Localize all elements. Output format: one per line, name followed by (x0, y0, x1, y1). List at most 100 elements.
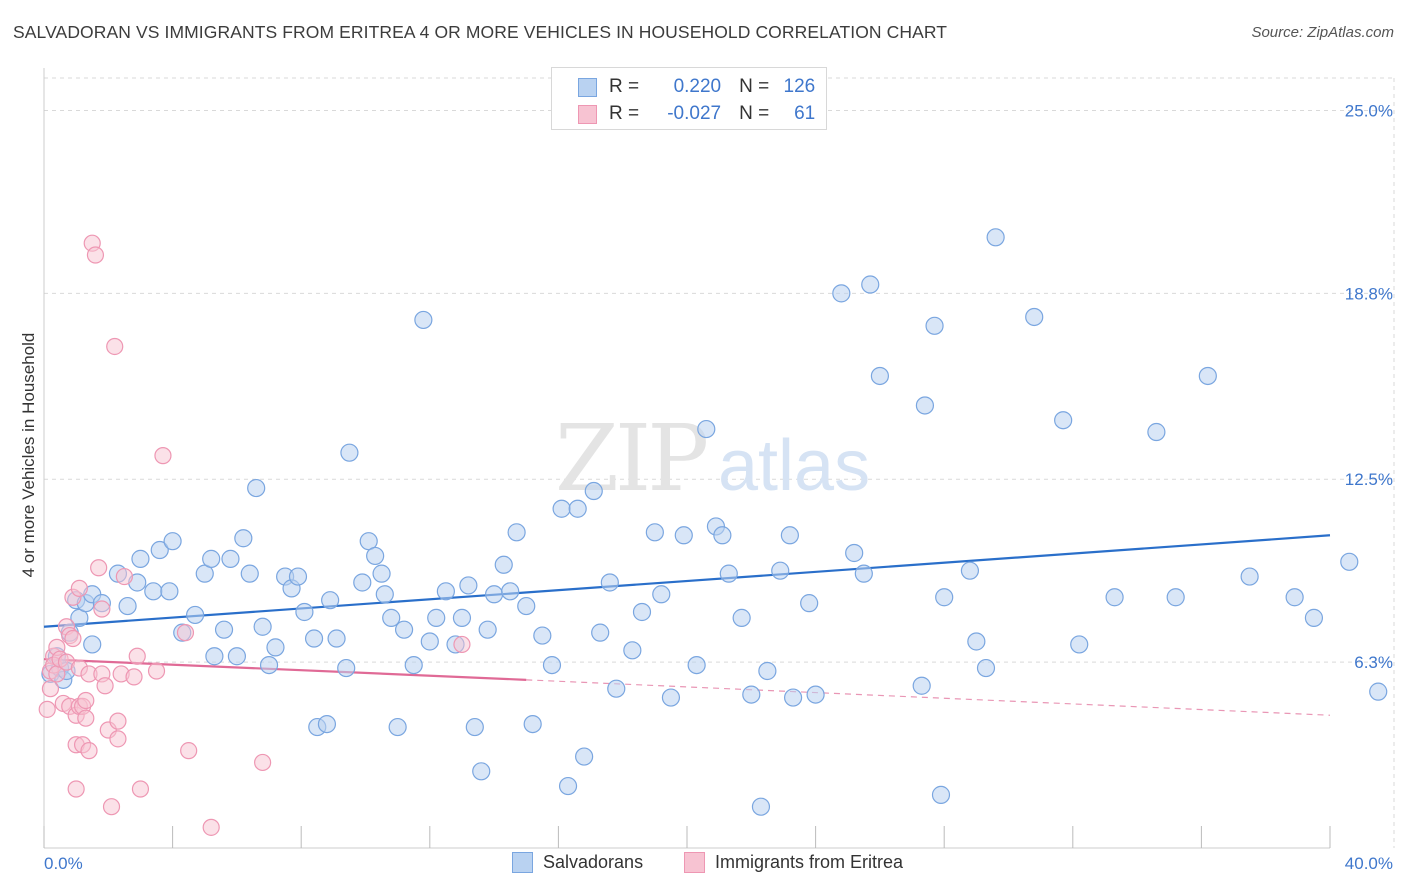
data-point-salvadorans (854, 564, 873, 583)
blue-swatch-icon (512, 852, 533, 873)
data-point-salvadorans (234, 529, 253, 548)
data-point-eritrea (64, 629, 82, 648)
correlation-legend: R = 0.220 N = 126 R = -0.027 N = 61 (551, 67, 827, 130)
data-point-salvadorans (713, 526, 732, 545)
data-point-salvadorans (915, 396, 935, 415)
data-point-eritrea (131, 780, 150, 798)
data-point-eritrea (109, 712, 127, 730)
data-point-salvadorans (288, 567, 308, 586)
legend-n-value: 126 (783, 76, 816, 97)
source-label: Source: ZipAtlas.com (1251, 24, 1394, 41)
data-point-salvadorans (1147, 422, 1166, 442)
data-point-salvadorans (420, 632, 439, 651)
data-point-salvadorans (845, 543, 864, 563)
data-point-salvadorans (742, 685, 761, 704)
data-point-eritrea (202, 818, 220, 836)
data-point-salvadorans (340, 443, 359, 462)
data-point-salvadorans (661, 688, 681, 707)
data-point-salvadorans (870, 366, 890, 386)
data-point-salvadorans (459, 576, 478, 595)
pink-swatch-icon (684, 852, 705, 873)
data-point-salvadorans (186, 605, 205, 625)
data-point-salvadorans (591, 623, 610, 642)
data-point-eritrea (453, 635, 471, 654)
tick-labels: 6.3% 12.5% 18.8% 25.0% 0.0% 40.0% (44, 101, 1393, 873)
trend-line-pink-dashed (526, 679, 1331, 716)
legend-label-eritrea: Immigrants from Eritrea (715, 852, 904, 872)
data-point-salvadorans (337, 658, 356, 678)
data-point-salvadorans (568, 499, 587, 518)
data-point-salvadorans (806, 685, 825, 704)
data-point-salvadorans (1025, 307, 1044, 327)
data-point-salvadorans (118, 596, 137, 616)
data-point-salvadorans (295, 602, 314, 622)
data-point-salvadorans (1340, 552, 1359, 571)
data-point-salvadorans (935, 588, 954, 607)
series-legend: Salvadorans Immigrants from Eritrea (0, 852, 1406, 878)
x-tick-label: 0.0% (44, 854, 83, 873)
legend-n-label: N = (739, 76, 770, 97)
data-point-salvadorans (732, 608, 751, 627)
data-point-salvadorans (931, 785, 951, 804)
data-point-salvadorans (780, 526, 799, 545)
legend-r-value: -0.027 (667, 103, 722, 124)
data-point-salvadorans (131, 549, 150, 568)
data-point-salvadorans (452, 608, 472, 627)
data-point-salvadorans (1166, 588, 1185, 607)
data-point-salvadorans (382, 608, 401, 627)
legend-n-value: 61 (794, 103, 816, 124)
data-point-eritrea (77, 709, 95, 727)
data-point-salvadorans (465, 717, 484, 737)
data-point-salvadorans (1369, 682, 1388, 701)
trend-line-salvadorans (43, 534, 1331, 628)
data-point-salvadorans (317, 714, 337, 734)
data-point-eritrea (67, 780, 85, 798)
data-point-eritrea (77, 691, 95, 710)
watermark: ZIP atlas (555, 405, 870, 512)
points-eritrea (38, 234, 471, 836)
watermark-zip: ZIP (555, 405, 706, 512)
data-point-salvadorans (719, 564, 738, 583)
legend-label-salvadorans: Salvadorans (543, 852, 644, 872)
data-point-salvadorans (552, 499, 571, 518)
data-point-salvadorans (160, 582, 179, 601)
data-point-eritrea (102, 798, 121, 816)
data-point-salvadorans (1198, 366, 1217, 386)
legend-r-value: 0.220 (673, 76, 722, 97)
data-point-salvadorans (523, 714, 542, 734)
data-point-eritrea (93, 600, 111, 618)
data-point-salvadorans (542, 655, 562, 675)
data-point-salvadorans (144, 582, 163, 601)
data-point-salvadorans (575, 747, 594, 766)
points-salvadorans (41, 228, 1388, 816)
axes (43, 68, 1331, 849)
data-point-salvadorans (83, 635, 102, 654)
data-point-salvadorans (253, 617, 272, 636)
y-tick-label: 18.8% (1345, 284, 1393, 303)
data-point-salvadorans (436, 582, 455, 601)
data-point-salvadorans (517, 596, 536, 616)
data-point-salvadorans (1054, 411, 1073, 430)
data-point-salvadorans (1304, 608, 1324, 627)
data-point-salvadorans (1240, 567, 1259, 586)
legend-row-salvadorans: R = 0.220 N = 126 (578, 76, 815, 98)
data-point-salvadorans (533, 626, 552, 645)
data-point-salvadorans (832, 284, 851, 303)
legend-item-eritrea: Immigrants from Eritrea (684, 852, 903, 873)
data-point-eritrea (147, 662, 166, 680)
data-point-salvadorans (1070, 635, 1089, 654)
data-point-salvadorans (645, 523, 664, 542)
data-point-salvadorans (321, 591, 340, 610)
data-point-eritrea (70, 579, 88, 597)
data-point-salvadorans (507, 523, 526, 542)
data-point-eritrea (176, 624, 195, 642)
data-point-salvadorans (327, 629, 346, 648)
data-point-salvadorans (632, 602, 652, 622)
pink-swatch-icon (578, 104, 597, 124)
data-point-salvadorans (414, 310, 433, 330)
data-point-salvadorans (472, 762, 491, 781)
data-point-salvadorans (986, 228, 1005, 247)
data-point-eritrea (128, 647, 146, 665)
data-point-salvadorans (861, 275, 880, 294)
data-point-salvadorans (501, 582, 520, 601)
